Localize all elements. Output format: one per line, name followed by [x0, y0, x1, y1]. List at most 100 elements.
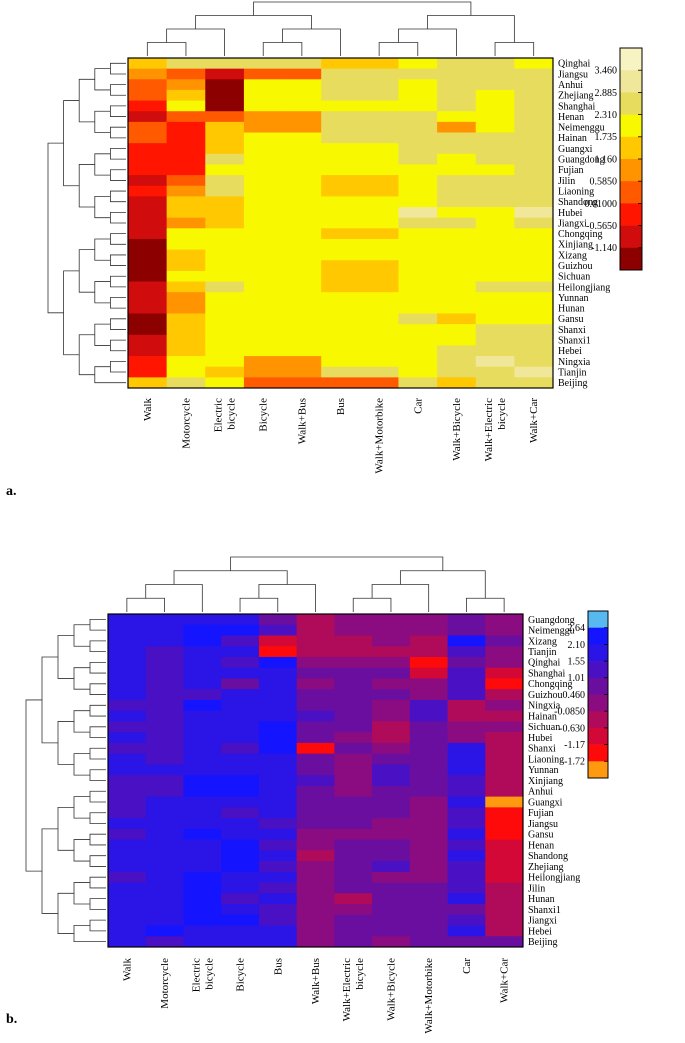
heatmap-cell — [166, 164, 206, 176]
heatmap-cell — [359, 196, 399, 208]
heatmap-cell — [514, 175, 554, 187]
heatmap-cell — [221, 667, 260, 679]
heatmap-cell — [128, 302, 168, 314]
row-dendrogram-branch — [94, 68, 111, 91]
heatmap-cell — [475, 324, 515, 336]
heatmap-cell — [282, 356, 322, 368]
row-dendrogram-branch — [110, 169, 126, 181]
heatmap-cell — [334, 635, 373, 647]
heatmap-cell — [372, 689, 411, 701]
column-dendrogram-branch — [253, 1, 472, 16]
legend-swatch — [588, 744, 608, 762]
row-dendrogram-branch — [110, 84, 126, 96]
heatmap-cell — [514, 143, 554, 155]
heatmap-cell — [485, 732, 524, 744]
heatmap-cell — [437, 100, 477, 112]
row-dendrogram-branch — [78, 78, 95, 123]
heatmap-cell — [221, 904, 260, 916]
row-label: Qinghai — [528, 658, 560, 669]
heatmap-cell — [166, 313, 206, 325]
heatmap-cell — [296, 742, 335, 755]
legend-label: 1.735 — [595, 132, 618, 143]
heatmap-cell — [485, 904, 524, 916]
heatmap-cell — [205, 377, 245, 389]
heatmap-cell — [205, 89, 245, 101]
heatmap-cell — [437, 164, 477, 176]
heatmap-cell — [296, 882, 335, 894]
heatmap-cell — [409, 914, 448, 926]
legend-swatch — [588, 677, 608, 695]
heatmap-cell — [514, 132, 554, 144]
heatmap-cell — [514, 334, 554, 346]
row-dendrogram-branch — [94, 281, 111, 304]
heatmap-cell — [485, 689, 524, 701]
heatmap-cell — [447, 871, 486, 883]
heatmap-cell — [334, 646, 373, 658]
legend-swatch — [588, 644, 608, 662]
heatmap-cell — [221, 882, 260, 894]
heatmap-cell — [282, 313, 322, 325]
heatmap-cell — [128, 217, 168, 229]
row-label: Tianjin — [528, 647, 557, 658]
heatmap-cell — [359, 164, 399, 176]
heatmap-cell — [359, 292, 399, 304]
heatmap-cell — [359, 281, 399, 293]
heatmap-cell — [334, 678, 373, 690]
heatmap-cell — [166, 207, 206, 219]
heatmap-cell — [205, 260, 245, 272]
legend-label: 2.64 — [568, 623, 586, 634]
row-dendrogram-branch — [110, 297, 126, 309]
heatmap-cell — [258, 796, 298, 808]
row-dendrogram-branch — [89, 618, 106, 631]
heatmap-cell — [447, 861, 486, 873]
heatmap-cell — [145, 742, 184, 755]
heatmap-cell — [205, 143, 245, 155]
heatmap-cell — [183, 689, 222, 701]
row-dendrogram-branch — [89, 812, 106, 824]
heatmap-cell — [514, 228, 554, 240]
heatmap-cell — [485, 882, 524, 894]
heatmap-cell — [282, 292, 322, 304]
heatmap-cell — [321, 238, 361, 251]
row-label: Guangdong — [558, 155, 605, 166]
row-label: Shandong — [528, 851, 568, 862]
heatmap-cell — [321, 58, 361, 70]
row-dendrogram-branch — [78, 249, 95, 293]
heatmap-cell — [145, 925, 184, 937]
heatmap-cell — [475, 334, 515, 346]
heatmap-cell — [447, 925, 486, 937]
heatmap-cell — [409, 839, 448, 851]
row-label: Beijing — [558, 378, 587, 389]
heatmap-cell — [258, 925, 298, 937]
heatmap-cell — [108, 882, 147, 894]
heatmap-cell — [475, 89, 515, 101]
heatmap-cell — [485, 893, 524, 905]
heatmap-cell — [447, 775, 486, 787]
heatmap-cell — [334, 753, 373, 765]
row-label: Neimenggu — [558, 123, 605, 134]
heatmap-cell — [447, 796, 486, 808]
heatmap-cell — [243, 366, 283, 378]
row-dendrogram-branch — [94, 195, 111, 219]
heatmap-cell — [221, 710, 260, 722]
heatmap-cell — [409, 742, 448, 755]
heatmap-cell — [296, 936, 335, 948]
row-dendrogram-branch — [110, 126, 126, 139]
heatmap-cell — [296, 635, 335, 647]
heatmap-cell — [205, 345, 245, 357]
row-dendrogram-branch — [57, 635, 74, 679]
heatmap-cell — [282, 164, 322, 176]
heatmap-cell — [475, 238, 515, 251]
heatmap-cell — [183, 656, 222, 669]
heatmap-cell — [485, 775, 524, 787]
heatmap-cell — [372, 936, 411, 948]
heatmap-cell — [359, 79, 399, 91]
heatmap-cell — [437, 345, 477, 357]
row-dendrogram-branch — [89, 640, 106, 652]
heatmap-cell — [321, 366, 361, 378]
heatmap-cell — [296, 764, 335, 776]
heatmap-cell — [221, 861, 260, 873]
heatmap-cell — [475, 207, 515, 219]
row-label: Anhui — [528, 787, 553, 798]
row-label: Shandong — [558, 197, 598, 208]
